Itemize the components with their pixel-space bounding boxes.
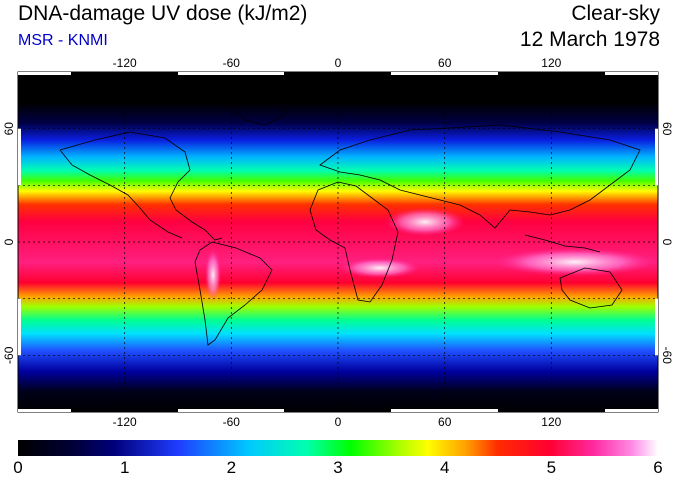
map-title: DNA-damage UV dose (kJ/m2) xyxy=(18,2,308,25)
lat-tick-left: -60 xyxy=(2,346,16,364)
coastlines xyxy=(59,91,641,346)
lat-tick-right: -60 xyxy=(660,347,674,365)
colorbar-tick: 6 xyxy=(653,458,663,477)
lon-tick-bottom: 60 xyxy=(438,415,452,429)
graticule xyxy=(18,72,658,412)
frame-tick-segments xyxy=(18,72,658,412)
uv-hotspot-africa xyxy=(385,208,465,236)
uv-hotspot-indian-ocean xyxy=(495,248,655,276)
colorbar-tick: 0 xyxy=(13,458,23,477)
lat-tick-left: 60 xyxy=(2,122,16,136)
map-frame xyxy=(17,71,659,413)
map-date: 12 March 1978 xyxy=(519,28,660,51)
uv-hotspot-atlantic xyxy=(340,258,420,278)
lat-tick-right: 0 xyxy=(660,239,674,246)
source-label: MSR - KNMI xyxy=(18,32,108,49)
colorbar-tick: 5 xyxy=(546,458,557,477)
colorbar-tick: 1 xyxy=(119,458,130,477)
sky-condition: Clear-sky xyxy=(571,2,660,25)
lon-tick-top: 120 xyxy=(541,56,561,70)
lon-tick-top: -60 xyxy=(223,56,241,70)
lon-tick-bottom: -120 xyxy=(113,415,137,429)
colorbar xyxy=(18,440,658,456)
lat-tick-left: 0 xyxy=(2,238,16,245)
uv-hotspot-andes xyxy=(205,249,221,301)
lat-tick-right: 60 xyxy=(660,122,674,136)
lon-tick-bottom: 120 xyxy=(541,415,561,429)
lon-tick-bottom: -60 xyxy=(223,415,241,429)
lon-tick-top: 60 xyxy=(438,56,452,70)
colorbar-tick: 2 xyxy=(226,458,237,477)
colorbar-tick: 4 xyxy=(439,458,450,477)
lon-tick-bottom: 0 xyxy=(335,415,342,429)
lon-tick-top: 0 xyxy=(335,56,342,70)
colorbar-tick: 3 xyxy=(333,458,343,477)
lon-tick-top: -120 xyxy=(113,56,137,70)
